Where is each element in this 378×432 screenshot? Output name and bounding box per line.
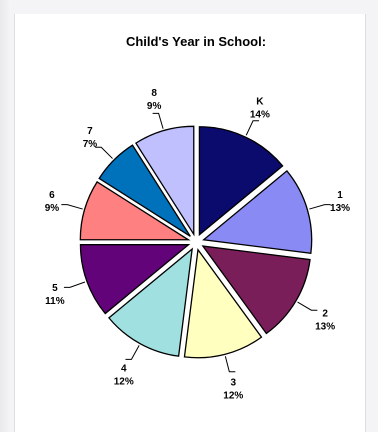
leader-line-3: [224, 356, 236, 373]
slice-percent-6: 9%: [45, 203, 60, 214]
leader-line-8: [152, 112, 164, 129]
slice-percent-7: 7%: [83, 139, 98, 150]
slice-label-k: K: [256, 96, 264, 107]
pie-slice-3: [183, 248, 263, 359]
leader-line-5: [63, 281, 86, 288]
slice-label-4: 4: [121, 363, 127, 374]
leader-line-6: [61, 204, 83, 210]
slice-percent-8: 9%: [147, 101, 162, 112]
pie-slice-5: [79, 244, 191, 315]
slice-label-2: 2: [322, 308, 328, 319]
leader-line-7: [95, 146, 113, 159]
pie-slice-2: [201, 245, 311, 335]
leader-line-2: [297, 301, 318, 311]
slice-percent-3: 12%: [223, 390, 243, 401]
slice-percent-1: 13%: [330, 203, 350, 214]
slice-percent-5: 11%: [45, 296, 65, 307]
slice-label-6: 6: [49, 190, 55, 201]
slice-label-1: 1: [337, 190, 343, 201]
pie-slice-1: [202, 170, 313, 255]
slice-label-3: 3: [231, 377, 237, 388]
slice-label-8: 8: [151, 88, 157, 99]
pie-slice-6: [79, 181, 191, 241]
chart-title: Child's Year in School:: [125, 34, 267, 49]
pie-slice-4: [108, 247, 193, 357]
slice-label-7: 7: [87, 126, 93, 137]
leader-line-4: [125, 345, 140, 360]
slice-percent-k: 14%: [250, 109, 270, 120]
pie-slice-8: [135, 125, 195, 237]
leader-line-k: [245, 120, 260, 136]
slice-percent-2: 13%: [315, 321, 335, 332]
leader-line-1: [309, 204, 331, 210]
pie-slice-k: [198, 126, 284, 237]
pie-slice-7: [98, 144, 191, 237]
slice-percent-4: 12%: [114, 376, 134, 387]
slice-label-5: 5: [52, 283, 58, 294]
